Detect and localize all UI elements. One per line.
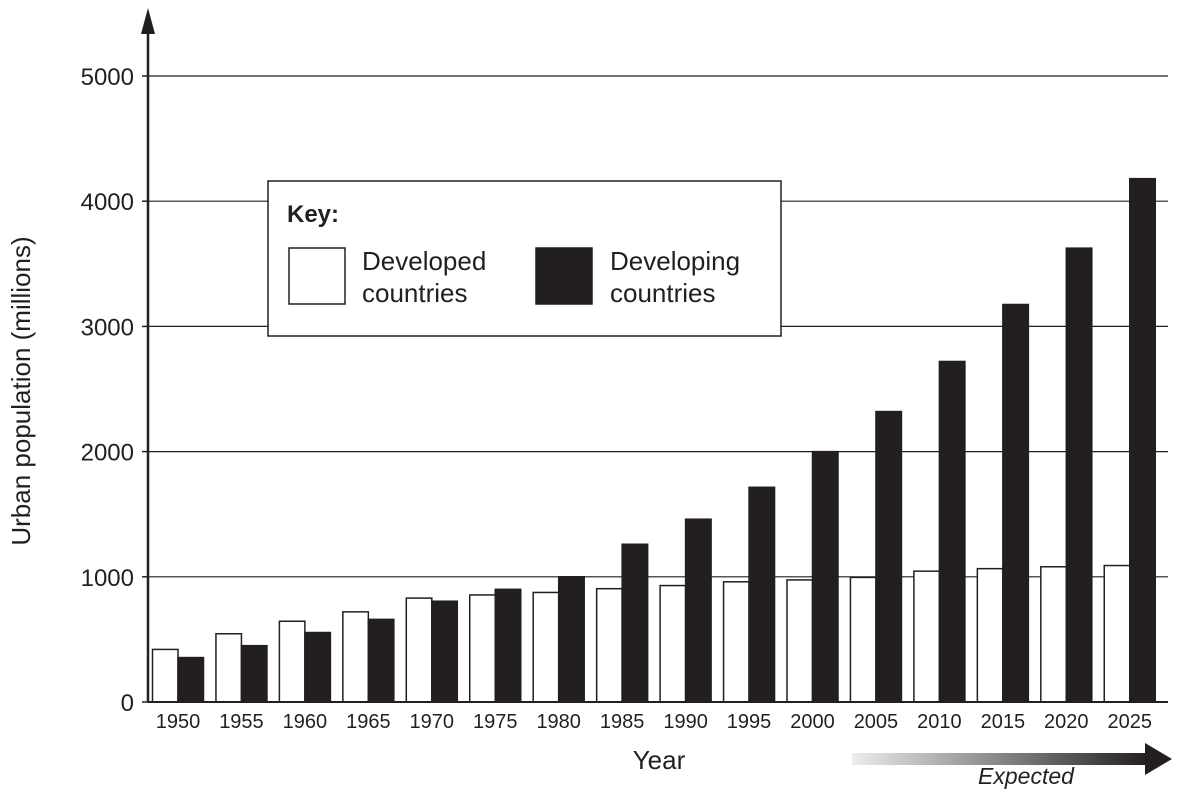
- legend-label-developed-line2: countries: [362, 278, 468, 308]
- bar-developed-1955: [215, 633, 243, 703]
- x-tick-label: 2010: [917, 711, 962, 733]
- bar-developed-2025: [1103, 564, 1131, 703]
- bar-developed-1990: [659, 584, 687, 703]
- bar-developing-1990: [684, 518, 712, 703]
- bar-developed-2020: [1040, 566, 1068, 703]
- legend-label-developing-line2: countries: [610, 278, 716, 308]
- y-axis-arrowhead: [141, 8, 155, 34]
- x-tick-label: 1950: [156, 711, 201, 733]
- y-tick-label: 0: [121, 690, 134, 717]
- legend-swatch-developing: [535, 247, 593, 305]
- y-tick-label: 5000: [81, 64, 134, 91]
- bar-developed-1950: [151, 648, 179, 703]
- x-tick-label: 2025: [1108, 711, 1153, 733]
- bar-developed-1985: [595, 587, 623, 703]
- y-tick-label: 2000: [81, 440, 134, 467]
- bar-developing-1955: [240, 644, 268, 703]
- bar-developing-1985: [621, 543, 649, 703]
- bar-developing-2020: [1065, 247, 1093, 703]
- x-tick-label: 2000: [790, 711, 835, 733]
- bars: [151, 177, 1156, 703]
- bar-developed-1965: [342, 611, 370, 703]
- y-tick-label: 4000: [81, 189, 134, 216]
- bar-developed-2000: [786, 579, 814, 703]
- bar-developing-1960: [304, 631, 332, 703]
- x-tick-label: 1970: [410, 711, 455, 733]
- y-tick-label: 1000: [81, 565, 134, 592]
- legend-label-developing-line1: Developing: [610, 246, 740, 276]
- legend: Key: Developed countries Developing coun…: [267, 180, 782, 337]
- x-tick-label: 2015: [981, 711, 1026, 733]
- x-tick-label: 1995: [727, 711, 772, 733]
- bar-developed-2015: [976, 567, 1004, 703]
- bar-developing-1995: [748, 486, 776, 703]
- bar-developing-1970: [431, 600, 459, 703]
- bar-developed-1980: [532, 591, 560, 703]
- bar-developed-1975: [469, 594, 496, 703]
- bar-developing-2000: [811, 450, 839, 703]
- bar-developing-1965: [367, 618, 395, 703]
- bar-developed-1970: [405, 597, 433, 703]
- bar-developed-2010: [913, 570, 941, 703]
- bar-developing-2010: [938, 360, 966, 703]
- x-tick-label: 1985: [600, 711, 645, 733]
- expected-annotation: Expected: [852, 743, 1172, 789]
- x-axis-label: Year: [633, 745, 686, 775]
- legend-label-developed-line1: Developed: [362, 246, 486, 276]
- x-tick-label: 2020: [1044, 711, 1089, 733]
- legend-title: Key:: [287, 201, 339, 228]
- x-tick-label: 1965: [346, 711, 391, 733]
- x-tick-label: 1960: [283, 711, 328, 733]
- bar-developing-2005: [875, 410, 903, 703]
- bar-developing-2015: [1002, 303, 1030, 703]
- bar-developed-1995: [722, 581, 750, 703]
- bar-developed-1960: [278, 620, 306, 703]
- x-tick-label: 1980: [536, 711, 581, 733]
- x-tick-label: 1955: [219, 711, 264, 733]
- x-tick-label: 1990: [663, 711, 708, 733]
- x-tick-labels: 1950 1955 1960 1965 1970 1975 1980 1985 1990 1995…: [156, 711, 1152, 733]
- y-axis-label: Urban population (millions): [6, 236, 36, 545]
- bar-developing-1975: [494, 588, 522, 703]
- bar-developing-2025: [1129, 177, 1156, 703]
- y-tick-label: 3000: [81, 314, 134, 341]
- expected-arrow-shaft: [852, 753, 1147, 765]
- bar-developing-1980: [557, 576, 585, 703]
- legend-swatch-developed: [288, 247, 346, 305]
- y-tick-labels: 0 1000 2000 3000 4000 5000: [81, 64, 148, 717]
- bar-developed-2005: [849, 576, 877, 703]
- x-tick-label: 2005: [854, 711, 899, 733]
- x-tick-label: 1975: [473, 711, 518, 733]
- bar-developing-1950: [177, 656, 205, 703]
- expected-arrowhead: [1145, 743, 1172, 775]
- legend-box: [267, 180, 782, 337]
- expected-label: Expected: [978, 763, 1075, 789]
